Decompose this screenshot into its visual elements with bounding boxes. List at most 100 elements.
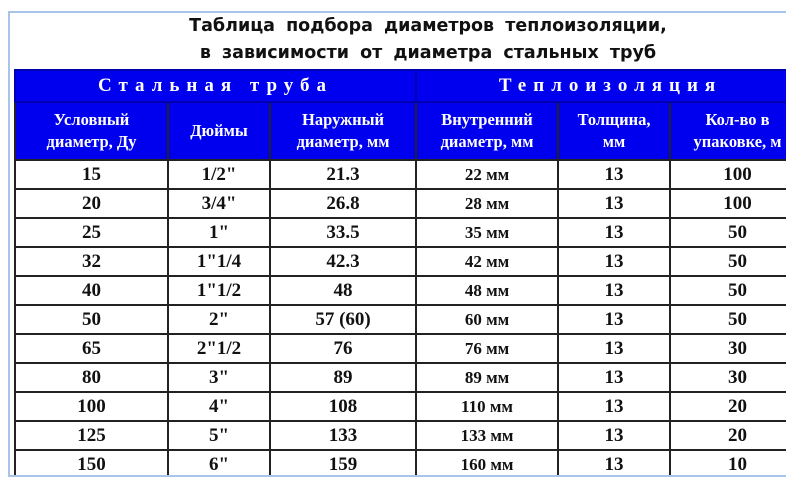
cell-inches: 4": [167, 391, 271, 422]
cell-nominal-diameter: 50: [14, 304, 169, 335]
cell-nominal-diameter: 125: [14, 420, 169, 451]
cell-inner-diameter: 76 мм: [415, 333, 560, 364]
table-row: 25 1" 33.5 35 мм 13 50: [14, 217, 786, 248]
column-header-thickness: Толщина, мм: [557, 101, 672, 161]
table-row: 80 3" 89 89 мм 13 30: [14, 362, 786, 393]
cell-outer-diameter: 108: [268, 391, 418, 422]
insulation-table: Стальная труба Теплоизоляция Условный диа…: [13, 69, 786, 475]
cell-outer-diameter: 48: [268, 275, 418, 306]
cell-pack-quantity: 30: [669, 333, 786, 364]
cell-pack-quantity: 100: [669, 188, 786, 219]
title-line-1: Таблица подбора диаметров теплоизоляции,: [189, 16, 667, 36]
cell-pack-quantity: 20: [669, 420, 786, 451]
cell-inner-diameter: 133 мм: [415, 420, 560, 451]
column-header-line: упаковке, м: [693, 132, 782, 151]
cell-pack-quantity: 50: [669, 246, 786, 277]
cell-thickness: 13: [557, 391, 672, 422]
document-frame: Таблица подбора диаметров теплоизоляции,…: [8, 11, 786, 477]
column-header-line: Кол-во в: [705, 110, 770, 129]
cell-inner-diameter: 28 мм: [415, 188, 560, 219]
table-row: 150 6" 159 160 мм 13 10: [14, 449, 786, 475]
cell-thickness: 13: [557, 275, 672, 306]
cell-inner-diameter: 42 мм: [415, 246, 560, 277]
cell-inner-diameter: 22 мм: [415, 159, 560, 190]
cell-outer-diameter: 42.3: [268, 246, 418, 277]
cell-nominal-diameter: 15: [14, 159, 169, 190]
cell-thickness: 13: [557, 420, 672, 451]
cell-inches: 1"1/4: [167, 246, 271, 277]
table-title: Таблица подбора диаметров теплоизоляции,…: [10, 13, 786, 69]
cell-nominal-diameter: 100: [14, 391, 169, 422]
column-header-line: Условный: [53, 110, 130, 129]
column-header-row: Условный диаметр, Ду Дюймы Наружный диаметр,…: [14, 101, 786, 161]
cell-pack-quantity: 30: [669, 362, 786, 393]
cell-outer-diameter: 133: [268, 420, 418, 451]
cell-thickness: 13: [557, 449, 672, 475]
cell-nominal-diameter: 40: [14, 275, 169, 306]
cell-outer-diameter: 26.8: [268, 188, 418, 219]
cell-inches: 3/4": [167, 188, 271, 219]
cell-inches: 1"1/2: [167, 275, 271, 306]
cell-pack-quantity: 50: [669, 217, 786, 248]
title-line-2: в зависимости от диаметра стальных труб: [199, 43, 657, 63]
cell-nominal-diameter: 65: [14, 333, 169, 364]
cell-inches: 2"1/2: [167, 333, 271, 364]
cell-outer-diameter: 57 (60): [268, 304, 418, 335]
cell-thickness: 13: [557, 159, 672, 190]
column-header-outer-diameter: Наружный диаметр, мм: [268, 101, 418, 161]
cell-inches: 6": [167, 449, 271, 475]
cell-thickness: 13: [557, 333, 672, 364]
table-row: 32 1"1/4 42.3 42 мм 13 50: [14, 246, 786, 277]
cell-thickness: 13: [557, 217, 672, 248]
table-row: 50 2" 57 (60) 60 мм 13 50: [14, 304, 786, 335]
column-header-nominal-diameter: Условный диаметр, Ду: [14, 101, 169, 161]
cell-thickness: 13: [557, 188, 672, 219]
cell-inches: 1/2": [167, 159, 271, 190]
cell-inches: 1": [167, 217, 271, 248]
cell-inner-diameter: 110 мм: [415, 391, 560, 422]
column-header-pack-quantity: Кол-во в упаковке, м: [669, 101, 786, 161]
cell-thickness: 13: [557, 304, 672, 335]
table-row: 65 2"1/2 76 76 мм 13 30: [14, 333, 786, 364]
table-row: 40 1"1/2 48 48 мм 13 50: [14, 275, 786, 306]
table-row: 125 5" 133 133 мм 13 20: [14, 420, 786, 451]
cell-outer-diameter: 33.5: [268, 217, 418, 248]
cell-pack-quantity: 50: [669, 275, 786, 306]
table-body: 15 1/2" 21.3 22 мм 13 100 20 3/4" 26.8 28 мм 13 100…: [14, 159, 786, 475]
cell-inches: 2": [167, 304, 271, 335]
cell-thickness: 13: [557, 246, 672, 277]
cell-inner-diameter: 89 мм: [415, 362, 560, 393]
table-row: 15 1/2" 21.3 22 мм 13 100: [14, 159, 786, 190]
cell-nominal-diameter: 25: [14, 217, 169, 248]
column-header-line: Толщина,: [577, 110, 651, 129]
cell-inches: 3": [167, 362, 271, 393]
group-header-row: Стальная труба Теплоизоляция: [13, 69, 786, 103]
cell-inner-diameter: 160 мм: [415, 449, 560, 475]
cell-thickness: 13: [557, 362, 672, 393]
cell-outer-diameter: 21.3: [268, 159, 418, 190]
column-header-line: диаметр, Ду: [46, 132, 137, 151]
cell-nominal-diameter: 150: [14, 449, 169, 475]
column-header-line: Внутренний: [441, 110, 533, 129]
cell-inner-diameter: 35 мм: [415, 217, 560, 248]
column-header-line: диаметр, мм: [440, 132, 534, 151]
group-steel-pipe: Стальная труба: [13, 69, 418, 103]
cell-pack-quantity: 100: [669, 159, 786, 190]
column-header-line: Дюймы: [190, 121, 248, 140]
cell-pack-quantity: 20: [669, 391, 786, 422]
cell-pack-quantity: 10: [669, 449, 786, 475]
cell-inner-diameter: 60 мм: [415, 304, 560, 335]
cell-inches: 5": [167, 420, 271, 451]
column-header-line: мм: [602, 132, 626, 151]
cell-outer-diameter: 159: [268, 449, 418, 475]
cell-outer-diameter: 89: [268, 362, 418, 393]
cell-nominal-diameter: 32: [14, 246, 169, 277]
cell-nominal-diameter: 80: [14, 362, 169, 393]
cell-inner-diameter: 48 мм: [415, 275, 560, 306]
column-header-line: Наружный: [302, 110, 384, 129]
group-insulation: Теплоизоляция: [415, 69, 786, 103]
table-row: 100 4" 108 110 мм 13 20: [14, 391, 786, 422]
table-row: 20 3/4" 26.8 28 мм 13 100: [14, 188, 786, 219]
cell-outer-diameter: 76: [268, 333, 418, 364]
cell-pack-quantity: 50: [669, 304, 786, 335]
